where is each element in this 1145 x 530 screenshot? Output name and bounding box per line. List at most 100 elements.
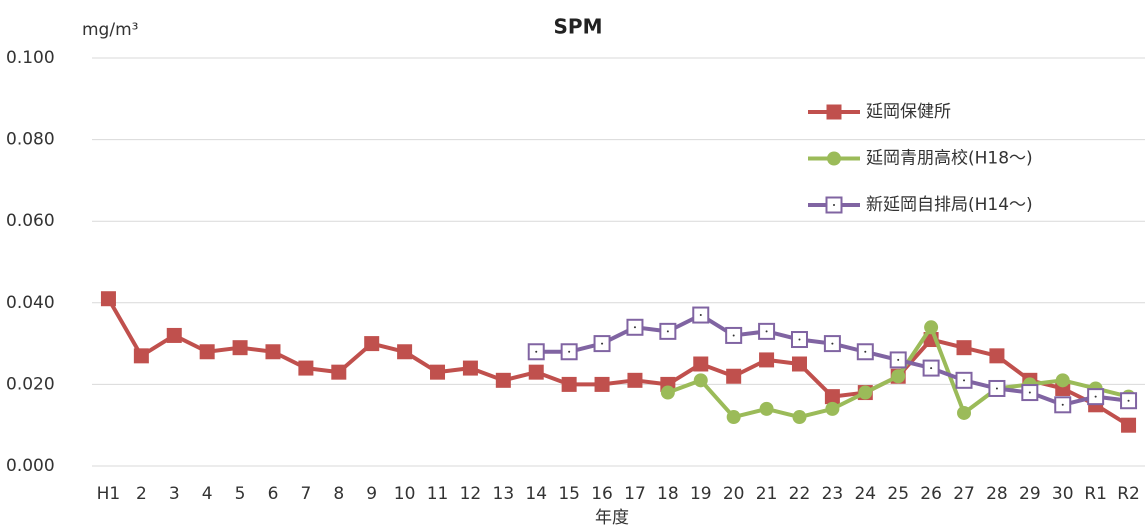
marker <box>989 348 1005 364</box>
y-axis-label: mg/m³ <box>82 20 138 40</box>
marker-dot <box>666 330 669 333</box>
marker-dot <box>535 350 538 353</box>
marker <box>528 364 544 380</box>
x-tick-label: 28 <box>986 484 1008 504</box>
marker <box>759 401 774 416</box>
x-tick-label: 9 <box>366 484 377 504</box>
marker <box>660 385 675 400</box>
x-tick-label: 27 <box>953 484 975 504</box>
marker-dot <box>765 330 768 333</box>
x-tick-label: 4 <box>202 484 213 504</box>
x-tick-label: 29 <box>1019 484 1041 504</box>
x-tick-label: 16 <box>591 484 613 504</box>
marker-dot <box>831 342 834 345</box>
marker <box>495 372 511 388</box>
marker <box>331 364 347 380</box>
x-tick-label: 23 <box>822 484 844 504</box>
marker <box>693 356 709 372</box>
y-tick-label: 0.000 <box>6 456 55 476</box>
marker-dot <box>601 342 604 345</box>
marker <box>956 340 972 356</box>
marker <box>1121 417 1137 433</box>
marker-dot <box>568 350 571 353</box>
y-tick-label: 0.060 <box>6 211 55 231</box>
x-tick-label: 11 <box>427 484 449 504</box>
marker <box>825 401 840 416</box>
marker-dot <box>1094 395 1097 398</box>
marker <box>824 389 840 405</box>
marker <box>462 360 478 376</box>
x-tick-label: 12 <box>460 484 482 504</box>
x-tick-label: 22 <box>789 484 811 504</box>
marker <box>891 369 906 384</box>
marker <box>166 327 182 343</box>
marker <box>430 364 446 380</box>
x-tick-label: 30 <box>1052 484 1074 504</box>
x-tick-label: 18 <box>657 484 679 504</box>
x-tick-label: H1 <box>97 484 121 504</box>
legend-label: 延岡保健所 <box>866 102 951 122</box>
marker <box>1055 373 1070 388</box>
x-tick-label: R1 <box>1084 484 1107 504</box>
x-tick-label: 8 <box>333 484 344 504</box>
marker <box>627 372 643 388</box>
marker <box>298 360 314 376</box>
marker <box>858 385 873 400</box>
x-tick-label: 10 <box>394 484 416 504</box>
marker <box>397 344 413 360</box>
legend-label: 新延岡自排局(H14～) <box>866 195 1033 215</box>
marker <box>792 410 807 425</box>
x-tick-label: 2 <box>136 484 147 504</box>
y-tick-label: 0.080 <box>6 130 55 150</box>
x-tick-label: 13 <box>493 484 515 504</box>
marker-dot <box>833 204 835 206</box>
marker-dot <box>897 358 900 361</box>
marker <box>199 344 215 360</box>
marker-dot <box>1028 391 1031 394</box>
marker <box>726 410 741 425</box>
marker <box>791 356 807 372</box>
x-tick-label: 6 <box>268 484 279 504</box>
x-tick-label: 15 <box>558 484 580 504</box>
marker <box>364 336 380 352</box>
x-tick-label: 21 <box>756 484 778 504</box>
x-tick-label: 26 <box>920 484 942 504</box>
chart-title: SPM <box>554 15 603 39</box>
y-tick-label: 0.020 <box>6 374 55 394</box>
x-tick-label: 17 <box>624 484 646 504</box>
x-tick-label: 24 <box>854 484 876 504</box>
marker <box>759 352 775 368</box>
x-tick-label: R2 <box>1117 484 1140 504</box>
x-tick-label: 14 <box>525 484 547 504</box>
x-tick-label: 25 <box>887 484 909 504</box>
x-tick-label: 3 <box>169 484 180 504</box>
marker <box>957 405 972 420</box>
marker-dot <box>930 367 933 370</box>
legend-label: 延岡青朋高校(H18～) <box>866 149 1033 169</box>
y-tick-label: 0.040 <box>6 293 55 313</box>
x-tick-label: 7 <box>300 484 311 504</box>
marker-dot <box>864 350 867 353</box>
marker <box>726 368 742 384</box>
y-tick-label: 0.100 <box>6 48 55 68</box>
marker <box>561 376 577 392</box>
marker-dot <box>1127 399 1130 402</box>
marker <box>265 344 281 360</box>
marker <box>133 348 149 364</box>
marker-dot <box>633 326 636 329</box>
marker-dot <box>995 387 998 390</box>
x-tick-label: 5 <box>235 484 246 504</box>
marker <box>924 320 939 335</box>
marker <box>594 376 610 392</box>
marker <box>232 340 248 356</box>
x-axis-label: 年度 <box>595 508 629 528</box>
x-tick-label: 19 <box>690 484 712 504</box>
marker-dot <box>963 379 966 382</box>
marker <box>827 151 841 166</box>
marker <box>693 373 708 388</box>
marker <box>100 291 116 307</box>
marker-dot <box>699 314 702 317</box>
marker <box>826 104 842 120</box>
